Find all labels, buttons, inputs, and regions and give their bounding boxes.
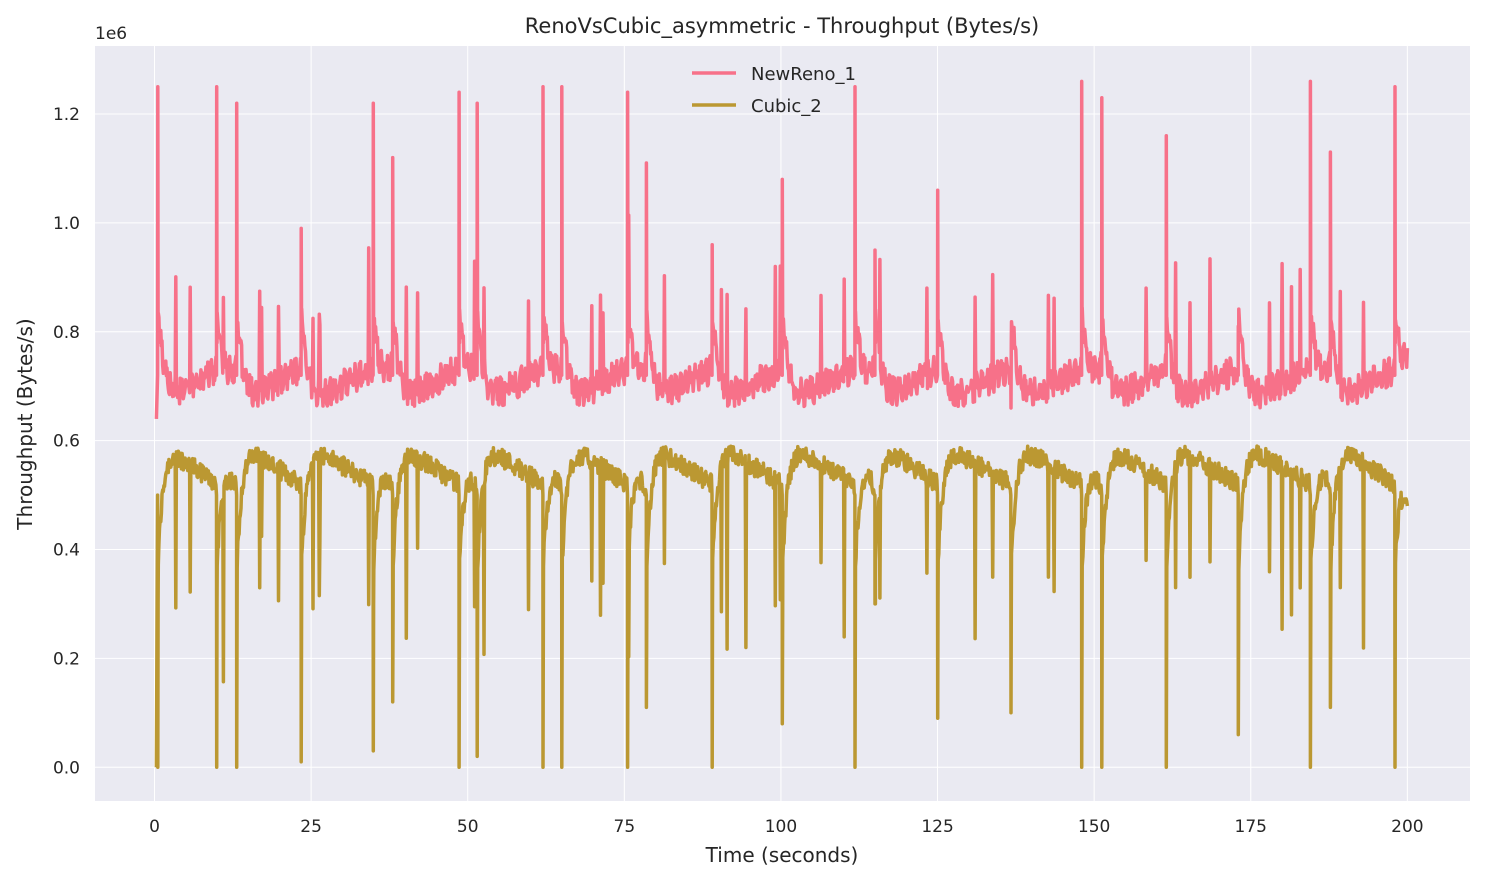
x-tick-label: 175: [1235, 817, 1267, 837]
legend-label-cubic: Cubic_2: [751, 96, 822, 117]
y-tick-label: 0.8: [53, 323, 80, 343]
y-tick-label: 0.2: [53, 649, 80, 669]
series-layer: [154, 79, 1410, 770]
x-tick-label: 50: [457, 817, 479, 837]
x-tick-label: 125: [921, 817, 953, 837]
x-tick-label: 100: [765, 817, 797, 837]
legend: NewReno_1 Cubic_2: [692, 64, 856, 117]
y-offset-label: 1e6: [95, 24, 127, 44]
y-tick-label: 1.0: [53, 214, 80, 234]
x-tick-label: 200: [1391, 817, 1423, 837]
x-tick-label: 150: [1078, 817, 1110, 837]
series-line-newreno: [154, 79, 1410, 419]
x-axis-label: Time (seconds): [705, 843, 859, 867]
y-tick-label: 1.2: [53, 105, 80, 125]
chart-title: RenoVsCubic_asymmetric - Throughput (Byt…: [525, 14, 1039, 39]
y-tick-label: 0.4: [53, 541, 80, 561]
x-tick-label: 0: [149, 817, 160, 837]
legend-label-newreno: NewReno_1: [751, 64, 856, 85]
x-axis-ticks: 0 25 50 75 100 125 150 175 200: [149, 817, 1423, 837]
y-tick-label: 0.0: [53, 758, 80, 778]
y-axis-label: Throughput (Bytes/s): [13, 318, 37, 530]
y-axis-ticks: 0.0 0.2 0.4 0.6 0.8 1.0 1.2: [53, 105, 80, 778]
x-tick-label: 75: [614, 817, 636, 837]
x-tick-label: 25: [300, 817, 322, 837]
series-line-cubic: [154, 444, 1410, 770]
y-tick-label: 0.6: [53, 432, 80, 452]
